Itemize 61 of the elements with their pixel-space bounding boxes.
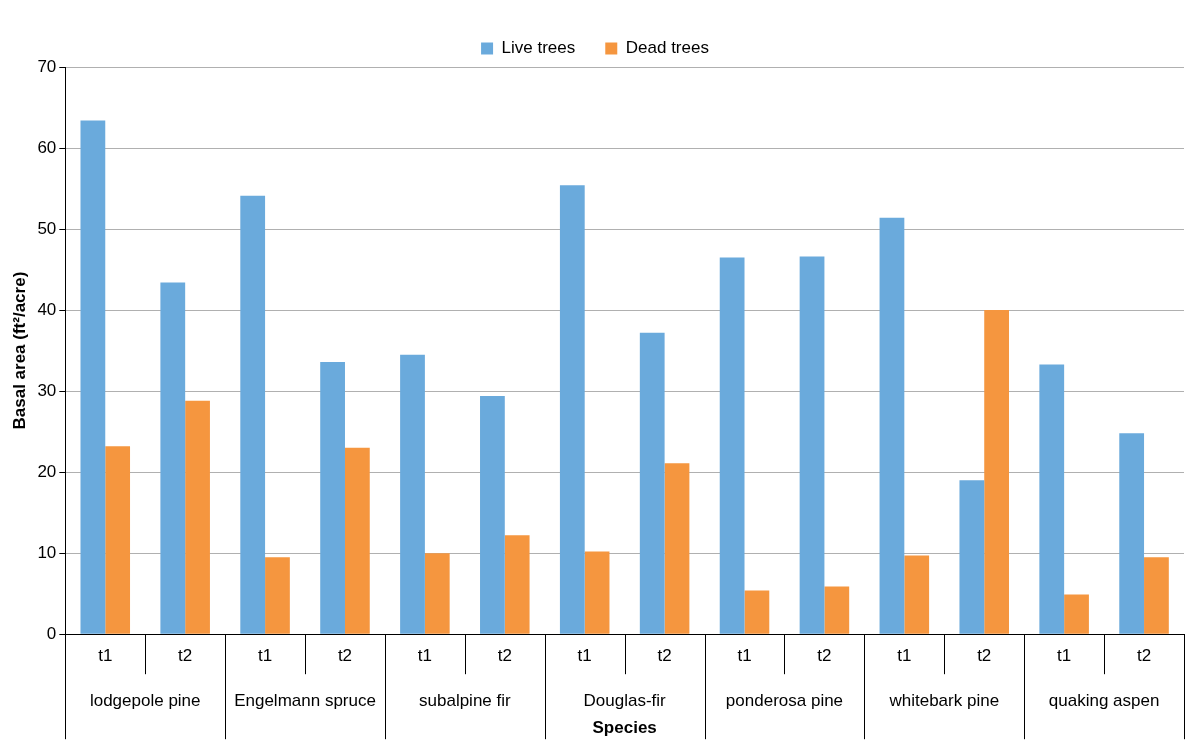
x-tick-label: t2 xyxy=(337,646,353,666)
y-tick-label: 0 xyxy=(46,623,57,643)
text: whitebark pine xyxy=(888,690,1000,710)
bar xyxy=(185,400,210,634)
bar xyxy=(320,361,345,634)
text: ponderosa pine xyxy=(725,690,844,710)
x-axis-title: Species xyxy=(592,718,657,738)
bar xyxy=(904,555,930,634)
x-tick-label: t2 xyxy=(178,646,193,666)
bar xyxy=(480,395,505,634)
x-tick-label: t1 xyxy=(577,646,592,666)
bar xyxy=(559,185,585,634)
bar xyxy=(664,463,690,634)
y-tick-label: 60 xyxy=(37,137,57,157)
x-tick-label: t1 xyxy=(257,646,273,666)
bar xyxy=(879,217,905,634)
text: subalpine fir xyxy=(419,690,512,710)
bar xyxy=(824,586,850,634)
y-tick-label: 20 xyxy=(37,461,57,481)
x-tick-label: t1 xyxy=(1057,646,1072,666)
x-tick-label: t2 xyxy=(657,646,672,666)
y-tick-label: 40 xyxy=(37,299,57,319)
x-tick-label: t2 xyxy=(977,646,992,666)
legend-label: Live trees xyxy=(501,38,576,58)
x-tick-label: t1 xyxy=(897,646,912,666)
x-tick-label: t2 xyxy=(817,646,832,666)
y-tick-label: 10 xyxy=(37,542,57,562)
y-tick-label: 50 xyxy=(37,218,57,238)
x-tick-label: t2 xyxy=(1136,646,1152,666)
text: lodgepole pine xyxy=(89,690,201,710)
bar xyxy=(799,256,825,634)
bar xyxy=(424,553,450,634)
bar xyxy=(400,354,425,634)
bar xyxy=(584,551,610,634)
bar xyxy=(744,590,770,634)
text: Engelmann spruce xyxy=(234,690,376,710)
bar xyxy=(1039,364,1065,634)
bar xyxy=(719,257,745,634)
bar xyxy=(1119,433,1145,634)
x-tick-label: t1 xyxy=(98,646,113,666)
x-tick-label: t1 xyxy=(737,646,752,666)
text: Douglas-fir xyxy=(583,690,667,710)
bar xyxy=(504,535,530,634)
bar xyxy=(80,120,106,634)
x-tick-label: t2 xyxy=(497,646,512,666)
bar xyxy=(160,282,186,634)
text: quaking aspen xyxy=(1048,690,1160,710)
bar xyxy=(984,310,1010,634)
bar xyxy=(240,195,266,634)
bar xyxy=(1064,594,1089,634)
bar xyxy=(105,446,131,634)
x-tick-label: t1 xyxy=(417,646,432,666)
bar xyxy=(265,557,290,634)
bar xyxy=(1144,557,1169,634)
bar xyxy=(639,332,665,634)
y-tick-label: 70 xyxy=(37,56,57,76)
y-axis-title: Basal area (ft²/acre) xyxy=(9,271,29,430)
bar xyxy=(344,447,370,634)
y-tick-label: 30 xyxy=(37,380,57,400)
bar xyxy=(959,480,985,634)
legend-label: Dead trees xyxy=(625,38,709,58)
